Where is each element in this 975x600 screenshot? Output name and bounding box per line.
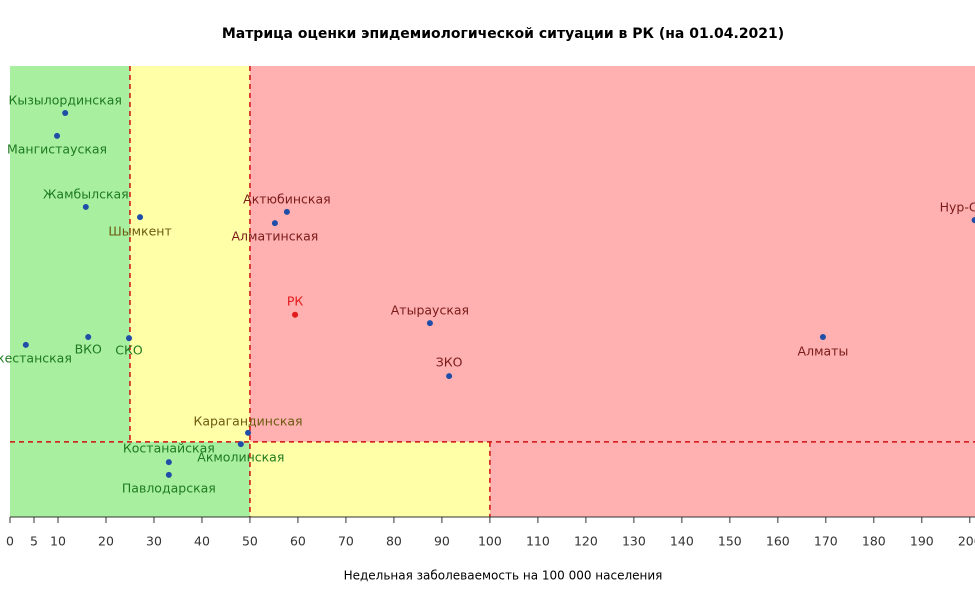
point-label: СКО (115, 343, 143, 358)
point-label: Алматы (798, 343, 849, 358)
point (446, 373, 453, 380)
point (426, 320, 433, 327)
x-tick-label: 40 (194, 534, 210, 549)
point (165, 459, 172, 466)
point-label: РК (287, 293, 304, 308)
zone (129, 66, 250, 442)
x-tick-label: 5 (30, 534, 38, 549)
zone (10, 441, 250, 517)
x-tick-label: 150 (718, 534, 742, 549)
point (62, 109, 69, 116)
point-label: ЗКО (436, 355, 463, 370)
x-tick-label: 160 (766, 534, 790, 549)
x-tick-label: 110 (526, 534, 550, 549)
point-label: Карагандинская (193, 413, 302, 428)
point-label: Мангистауская (7, 141, 107, 156)
point (22, 341, 29, 348)
zone (249, 441, 490, 517)
point (271, 220, 278, 227)
x-tick-label: 30 (146, 534, 162, 549)
point (85, 333, 92, 340)
x-tick-label: 130 (622, 534, 646, 549)
point-label: Костанайская (123, 441, 215, 456)
x-tick-label: 200 (958, 534, 975, 549)
point (283, 208, 290, 215)
point-label: Акмолинская (197, 450, 284, 465)
point-label: Павлодарская (122, 480, 216, 495)
x-tick-label: 170 (814, 534, 838, 549)
point-label: ВКО (75, 341, 102, 356)
x-tick-label: 120 (574, 534, 598, 549)
point (971, 217, 975, 224)
x-tick-label: 100 (478, 534, 502, 549)
point (237, 441, 244, 448)
x-tick-label: 10 (50, 534, 66, 549)
point (54, 132, 61, 139)
x-tick-label: 0 (6, 534, 14, 549)
x-tick-label: 180 (862, 534, 886, 549)
x-tick-label: 80 (386, 534, 402, 549)
point-label: Атырауская (391, 303, 469, 318)
x-tick-label: 70 (338, 534, 354, 549)
x-tick-label: 90 (434, 534, 450, 549)
point (245, 429, 252, 436)
point-label: Туркестанская (0, 350, 72, 365)
x-tick-label: 20 (98, 534, 114, 549)
point-label: Жамбылская (43, 186, 129, 201)
point-label: Алматинская (231, 229, 318, 244)
point (137, 214, 144, 221)
point-label: Кызылординская (9, 92, 122, 107)
x-tick-label: 60 (290, 534, 306, 549)
point (292, 311, 299, 318)
x-tick-label: 140 (670, 534, 694, 549)
x-tick-label: 190 (910, 534, 934, 549)
chart-title: Матрица оценки эпидемиологической ситуац… (222, 26, 784, 42)
point (165, 471, 172, 478)
x-tick-label: 50 (242, 534, 258, 549)
point-label: Нур-Султан (940, 200, 975, 215)
point-label: Шымкент (108, 224, 171, 239)
point (82, 203, 89, 210)
x-axis-label: Недельная заболеваемость на 100 000 насе… (344, 569, 663, 583)
zone (249, 66, 975, 442)
point (126, 335, 133, 342)
zone (489, 441, 975, 517)
point (819, 333, 826, 340)
zone (10, 66, 130, 442)
point-label: Актюбинская (243, 191, 331, 206)
